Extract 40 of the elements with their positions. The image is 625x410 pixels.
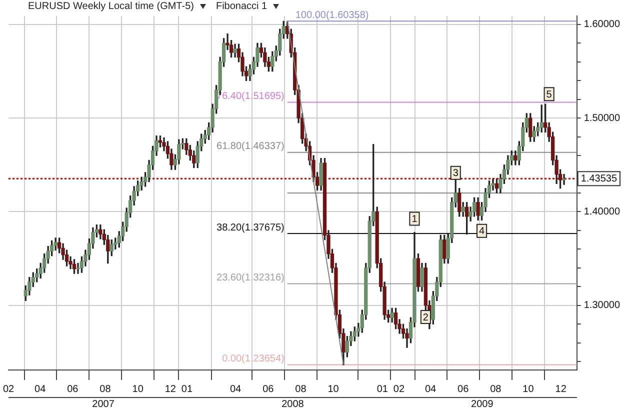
x-tick-label: 12 bbox=[164, 384, 176, 395]
annotation: 4 bbox=[479, 226, 485, 238]
annotation: 1 bbox=[412, 214, 418, 225]
ref-line-label: 76.40(1.51695) bbox=[216, 90, 284, 102]
candlestick bbox=[562, 174, 566, 185]
x-tick-label: 01 bbox=[181, 384, 193, 395]
x-tick-label: 04 bbox=[230, 384, 242, 395]
text: 2008 bbox=[282, 398, 304, 410]
x-tick-label: 04 bbox=[34, 384, 46, 395]
y-tick-label: 1.60000 bbox=[584, 19, 620, 30]
ref-line-label: 23.60(1.32316) bbox=[216, 272, 284, 284]
annotation: 5 bbox=[546, 89, 552, 100]
y-tick-label: 1.50000 bbox=[584, 112, 620, 124]
annotation: 2 bbox=[422, 312, 429, 324]
x-tick-label: 06 bbox=[262, 384, 274, 395]
x-tick-label: 10 bbox=[132, 384, 144, 395]
text: 2007 bbox=[92, 398, 115, 410]
ref-line-label: 1.43535 bbox=[580, 173, 618, 184]
x-tick-label: 12 bbox=[555, 384, 567, 395]
text: 2009 bbox=[471, 398, 494, 410]
x-tick-label: 06 bbox=[458, 384, 470, 395]
x-tick-label: 10 bbox=[522, 384, 534, 395]
annotation: 3 bbox=[452, 168, 459, 180]
ref-line-label: 61.80(1.46337) bbox=[216, 141, 284, 152]
x-tick-label: 08 bbox=[490, 384, 502, 395]
x-tick-label: 08 bbox=[100, 384, 112, 395]
chart-title: EURUSD Weekly Local time (GMT-5) bbox=[28, 1, 194, 12]
x-tick-label: 01 bbox=[376, 384, 388, 395]
y-tick-label: 1.40000 bbox=[584, 206, 620, 218]
x-tick-label: 08 bbox=[295, 384, 307, 395]
x-tick-label: 06 bbox=[67, 384, 79, 395]
y-tick-label: 1.30000 bbox=[584, 300, 620, 312]
ref-line-label: 100.00(1.60358) bbox=[295, 10, 369, 21]
x-tick-label: 04 bbox=[424, 384, 437, 395]
x-tick-label: 02 bbox=[393, 384, 405, 395]
x-tick-label: 10 bbox=[328, 384, 340, 395]
chart-subtitle: Fibonacci 1 bbox=[216, 1, 268, 12]
x-tick-label: 02 bbox=[3, 384, 15, 395]
ref-line-label: 38.20(1.37675) bbox=[216, 222, 284, 234]
ref-line-label: 0.00(1.23654) bbox=[222, 354, 284, 365]
